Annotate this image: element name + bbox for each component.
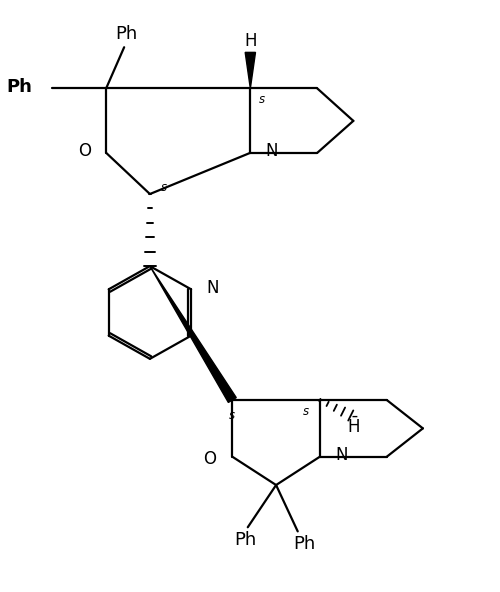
Text: s: s [162, 181, 168, 194]
Text: N: N [266, 142, 278, 160]
Polygon shape [245, 52, 256, 88]
Text: Ph: Ph [293, 535, 315, 554]
Text: s: s [302, 405, 308, 418]
Text: s: s [229, 409, 235, 422]
Text: H: H [244, 32, 256, 50]
Polygon shape [150, 266, 236, 403]
Text: N: N [206, 279, 219, 297]
Text: $\bar{\rm H}$: $\bar{\rm H}$ [347, 417, 360, 437]
Text: Ph: Ph [6, 78, 32, 96]
Text: O: O [78, 142, 90, 160]
Text: Ph: Ph [116, 25, 138, 43]
Text: Ph: Ph [234, 531, 256, 549]
Text: O: O [203, 451, 216, 468]
Text: s: s [258, 94, 264, 107]
Text: N: N [336, 446, 348, 464]
